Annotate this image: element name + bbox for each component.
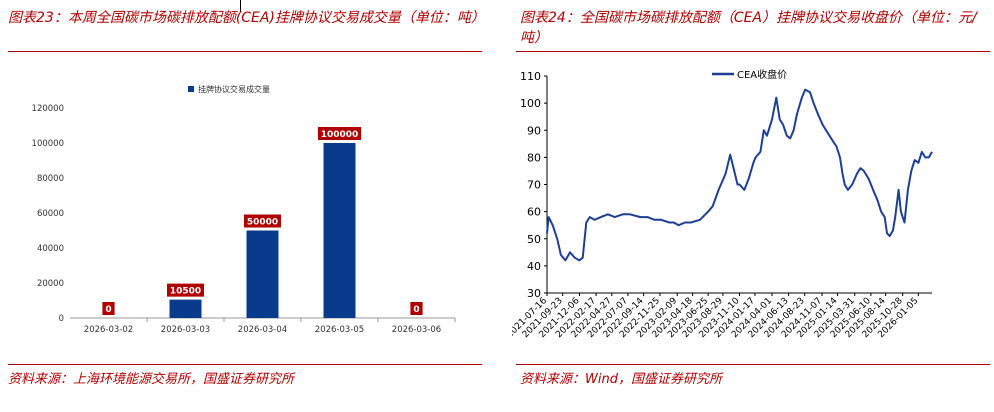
data-label: 100000 <box>321 130 359 140</box>
legend-label: CEA收盘价 <box>737 68 787 81</box>
left-title-rule <box>8 51 482 52</box>
data-label: 50000 <box>247 218 278 228</box>
x-tick-label: 2026-03-02 <box>84 325 133 335</box>
y-tick-label: 80 <box>527 151 541 164</box>
data-label: 10500 <box>170 287 201 297</box>
data-label-box <box>410 302 423 315</box>
bar <box>323 143 356 318</box>
x-tick-label: 2026-03-06 <box>392 325 441 335</box>
y-tick-label: 70 <box>527 179 541 192</box>
right-title-rule <box>516 51 990 52</box>
y-tick-label: 40000 <box>37 244 64 254</box>
data-label-box <box>244 214 281 228</box>
legend-swatch <box>188 86 194 92</box>
legend-label: 挂牌协议交易成交量 <box>198 84 270 94</box>
y-tick-label: 50 <box>527 233 541 246</box>
left-panel: 图表23：本周全国碳市场碳排放配额(CEA)挂牌协议交易成交量（单位：吨） 挂牌… <box>0 0 490 412</box>
series-line-cea-close <box>546 88 933 262</box>
left-source: 资料来源：上海环境能源交易所，国盛证券研究所 <box>8 372 295 387</box>
data-label: 0 <box>413 305 419 315</box>
x-tick-label: 2026-03-03 <box>161 325 210 335</box>
y-tick-label: 120000 <box>32 104 64 114</box>
data-label-box <box>317 127 362 140</box>
y-tick-label: 100000 <box>32 139 64 149</box>
left-chart-title: 图表23：本周全国碳市场碳排放配额(CEA)挂牌协议交易成交量（单位：吨） <box>8 10 485 26</box>
y-tick-label: 40 <box>527 260 541 273</box>
x-tick-label: 2026-03-05 <box>315 325 364 335</box>
right-source: 资料来源：Wind，国盛证券研究所 <box>520 372 722 387</box>
right-chart-title: 图表24：全国碳市场碳排放配额（CEA）挂牌协议交易收盘价（单位：元/吨） <box>520 10 977 46</box>
text-cursor <box>240 0 241 12</box>
bar <box>246 230 279 318</box>
y-tick-label: 90 <box>527 124 541 137</box>
y-tick-label: 80000 <box>37 174 64 184</box>
y-tick-label: 20000 <box>37 279 64 289</box>
y-tick-label: 100 <box>520 97 541 110</box>
data-label-box <box>102 302 115 315</box>
y-tick-label: 60 <box>527 206 541 219</box>
right-source-rule <box>516 364 990 365</box>
y-tick-label: 110 <box>520 70 541 83</box>
y-tick-label: 30 <box>527 287 541 300</box>
y-tick-label: 0 <box>59 314 64 324</box>
y-tick-label: 60000 <box>37 209 64 219</box>
bar <box>169 299 202 318</box>
x-tick-label: 2026-03-04 <box>238 325 287 335</box>
data-label-box <box>167 283 204 297</box>
bar-chart: 挂牌协议交易成交量 0 20000 40000 60000 80000 100000 1200… <box>32 84 456 335</box>
left-source-rule <box>8 364 482 365</box>
right-panel: 图表24：全国碳市场碳排放配额（CEA）挂牌协议交易收盘价（单位：元/吨） 30… <box>512 0 994 412</box>
data-label: 0 <box>105 305 111 315</box>
